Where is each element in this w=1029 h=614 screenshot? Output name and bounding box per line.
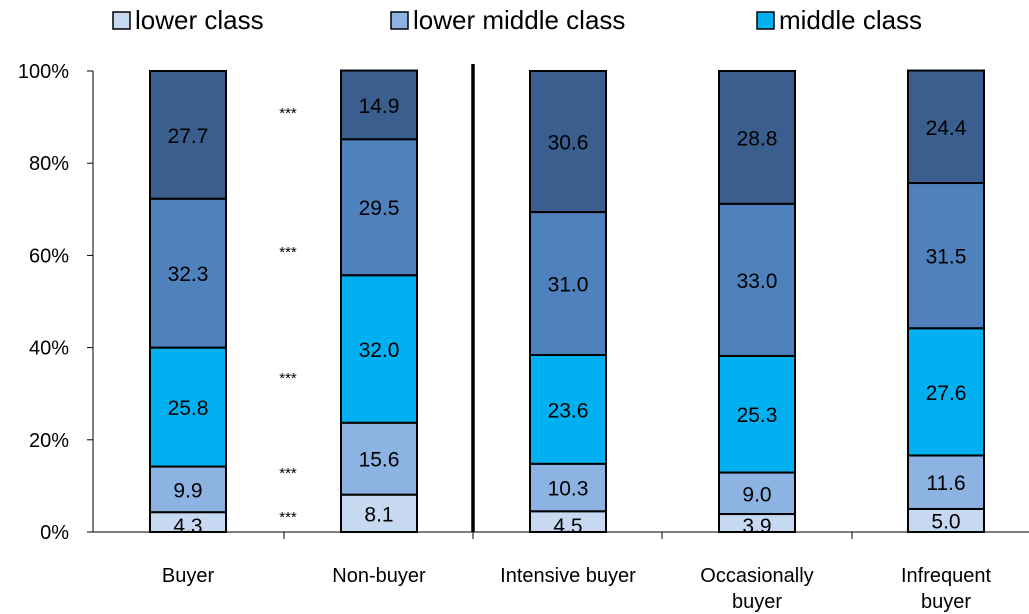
bar-segment — [149, 197, 227, 349]
x-category-label: Buyer — [162, 565, 215, 587]
labels: Buyer Non-buyer Intensive buyer Occasionall… — [162, 95, 992, 613]
bar-value-label: 33.0 — [737, 270, 778, 293]
bar-value-label: 11.6 — [926, 472, 965, 495]
bar-segment — [340, 274, 418, 424]
bar-value-label: 29.5 — [359, 197, 400, 220]
bar-value-label: 3.9 — [742, 515, 771, 538]
bar-value-label: 9.9 — [173, 479, 202, 502]
bar-segment — [340, 421, 418, 496]
significance-mark: *** — [279, 465, 297, 482]
legend-swatch-1 — [390, 11, 409, 30]
y-tick-label: 100% — [18, 61, 69, 83]
y-tick-label: 80% — [29, 153, 69, 175]
bar-value-label: 32.0 — [359, 339, 400, 362]
bar-segment — [907, 69, 985, 185]
x-category-label: Non-buyer — [332, 565, 426, 587]
bar-segment — [149, 346, 227, 468]
bar-segment — [529, 353, 607, 465]
bar-segment — [718, 202, 796, 357]
bar-value-label: 30.6 — [548, 132, 589, 155]
bar-segment — [907, 182, 985, 330]
bar-segment — [149, 70, 227, 200]
significance-mark: *** — [279, 509, 297, 526]
bar-value-label: 15.6 — [359, 449, 400, 472]
x-category-label: Intensive buyer — [500, 565, 636, 587]
bar-value-label: 4.5 — [553, 515, 582, 538]
x-category-label: Occasionally — [700, 565, 813, 587]
bar-value-label: 27.7 — [168, 125, 209, 148]
bar-value-label: 5.0 — [931, 510, 960, 533]
bar-value-label: 31.5 — [926, 246, 967, 269]
bar-value-label: 32.3 — [168, 263, 209, 286]
y-tick-label: 20% — [29, 430, 69, 452]
y-tick-label: 40% — [29, 338, 69, 360]
legend-label-1: lower middle class — [413, 5, 625, 35]
legend-swatch-2 — [756, 11, 775, 30]
bars — [149, 69, 985, 534]
legend-label-2: middle class — [779, 5, 922, 35]
bar-segment — [340, 69, 418, 141]
x-category-label: Infrequent — [901, 565, 992, 587]
legend-swatch-0 — [112, 11, 131, 30]
bar-segment — [529, 70, 607, 214]
bar-segment — [718, 70, 796, 205]
significance-mark: *** — [279, 244, 297, 261]
bar-segment — [907, 454, 985, 510]
x-category-label: buyer — [921, 591, 971, 613]
bar-value-label: 31.0 — [548, 274, 589, 297]
x-category-label: buyer — [732, 591, 782, 613]
y-tick-label: 60% — [29, 245, 69, 267]
bar-segment — [907, 327, 985, 457]
significance-mark: *** — [279, 105, 297, 122]
legend: lower class lower middle class middle clas… — [112, 5, 922, 35]
bar-segment — [340, 493, 418, 533]
bar-segment — [529, 211, 607, 356]
bar-value-label: 8.1 — [364, 503, 393, 526]
bar-segment — [718, 354, 796, 474]
bar-value-label: 10.3 — [548, 478, 589, 501]
bar-value-label: 9.0 — [742, 483, 771, 506]
bar-value-label: 23.6 — [548, 399, 589, 422]
bar-value-label: 14.9 — [359, 95, 400, 118]
y-tick-label: 0% — [40, 522, 69, 544]
bar-segment — [149, 465, 227, 514]
bar-value-label: 25.8 — [168, 397, 209, 420]
significance-mark: *** — [279, 370, 297, 387]
bar-value-label: 25.3 — [737, 404, 778, 427]
bar-value-label: 4.3 — [173, 515, 202, 538]
bar-value-label: 28.8 — [737, 127, 778, 150]
legend-label-0: lower class — [135, 5, 264, 35]
bar-segment — [529, 462, 607, 513]
bar-value-label: 27.6 — [926, 382, 967, 405]
bar-value-label: 24.4 — [926, 117, 967, 140]
